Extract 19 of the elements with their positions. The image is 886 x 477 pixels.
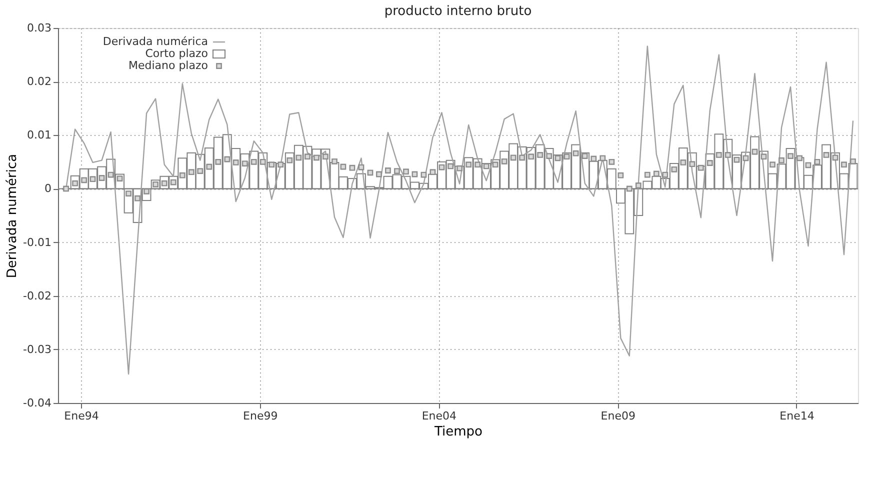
x-tick-label: Ene94	[64, 410, 99, 422]
legend-label: Mediano plazo	[128, 59, 208, 72]
y-tick-label: 0.03	[27, 22, 52, 34]
x-tick-label: Ene99	[243, 410, 278, 422]
y-tick-label: 0.01	[27, 128, 52, 142]
y-tick-label: -0.01	[23, 236, 52, 249]
legend-label: Derivada numérica	[102, 35, 208, 48]
chart-title: producto interno bruto	[384, 4, 532, 19]
y-tick-label: -0.04	[23, 396, 52, 410]
y-tick-label: -0.02	[23, 289, 52, 302]
y-axis-title: Derivada numérica	[5, 154, 20, 278]
y-tick-label: -0.03	[23, 342, 52, 356]
x-tick-label: Ene14	[780, 410, 814, 422]
x-tick-label: Ene04	[422, 410, 457, 422]
x-tick-label: Ene09	[600, 410, 636, 422]
legend-label: Corto plazo	[145, 47, 208, 60]
y-tick-label: 0	[44, 182, 52, 196]
x-axis-title: Tiempo	[433, 424, 483, 440]
y-tick-label: 0.02	[27, 75, 52, 88]
